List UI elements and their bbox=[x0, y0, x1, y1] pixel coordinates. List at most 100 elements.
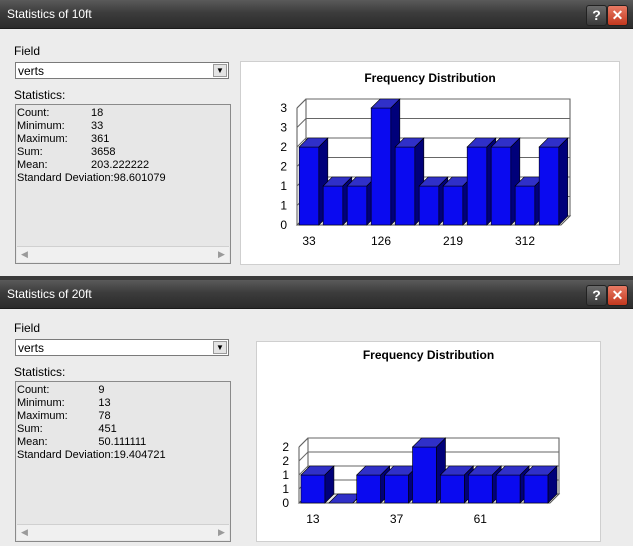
horizontal-scrollbar[interactable]: ◀ ▶ bbox=[17, 246, 229, 262]
statistics-table: Count: 18 Minimum: 33 Maximum: 361 Sum: 3658… bbox=[17, 107, 170, 185]
bar-side bbox=[547, 465, 558, 504]
stat-key-label: Standard Deviation: bbox=[17, 172, 114, 184]
y-tick-label: 2 bbox=[280, 140, 287, 154]
x-tick-label: 13 bbox=[306, 512, 320, 526]
bar bbox=[370, 107, 392, 226]
field-dropdown[interactable]: verts ▼ bbox=[15, 62, 229, 79]
statistics-window-20ft: Statistics of 20ft ? ✕ Field verts ▼ Sta… bbox=[0, 280, 633, 546]
statistics-window-10ft: Statistics of 10ft ? ✕ Field verts ▼ Sta… bbox=[0, 0, 633, 276]
chevron-down-icon[interactable]: ▼ bbox=[213, 341, 227, 354]
stat-value: 50.111111 bbox=[98, 436, 147, 448]
help-button[interactable]: ? bbox=[586, 285, 607, 306]
stat-key: Standard Deviation:19.404721 bbox=[17, 449, 170, 462]
y-tick-label: 1 bbox=[280, 179, 287, 193]
field-label: Field bbox=[14, 44, 41, 58]
bar bbox=[514, 185, 536, 226]
stat-key: Minimum: bbox=[17, 397, 65, 409]
stat-row: Mean: 203.222222 bbox=[17, 159, 170, 172]
window-title: Statistics of 20ft bbox=[7, 287, 92, 301]
stat-key: Mean: bbox=[17, 159, 48, 171]
chart-panel: Frequency Distribution 0 1 1 2 2 13 37 61 bbox=[256, 341, 601, 542]
close-button[interactable]: ✕ bbox=[607, 5, 628, 26]
stat-row: Standard Deviation:19.404721 bbox=[17, 449, 170, 462]
field-label: Field bbox=[14, 321, 41, 335]
chart-panel: Frequency Distribution 0 1 1 2 2 3 3 33 126 219 31… bbox=[240, 61, 620, 265]
statistics-label: Statistics: bbox=[14, 88, 66, 102]
stat-row: Count: 9 bbox=[17, 384, 170, 397]
bar-side bbox=[324, 465, 335, 504]
title-bar[interactable]: Statistics of 10ft ? ✕ bbox=[0, 0, 633, 29]
bar bbox=[495, 474, 521, 504]
bar bbox=[300, 474, 326, 504]
stat-row: Sum: 3658 bbox=[17, 146, 170, 159]
chart-title: Frequency Distribution bbox=[364, 71, 496, 85]
field-dropdown[interactable]: verts ▼ bbox=[15, 339, 229, 356]
stat-key-label: Standard Deviation: bbox=[17, 449, 114, 461]
stat-value: 98.601079 bbox=[113, 172, 166, 184]
scroll-left-icon[interactable]: ◀ bbox=[21, 249, 28, 259]
chevron-down-icon[interactable]: ▼ bbox=[213, 64, 227, 77]
stat-row: Minimum: 13 bbox=[17, 397, 170, 410]
statistics-table: Count: 9 Minimum: 13 Maximum: 78 Sum: 451 Me… bbox=[17, 384, 170, 462]
x-tick-label: 312 bbox=[515, 234, 535, 248]
x-tick-label: 126 bbox=[371, 234, 391, 248]
chart-gridline-side bbox=[296, 118, 307, 128]
stat-value: 451 bbox=[98, 423, 117, 435]
y-tick-label: 2 bbox=[280, 160, 287, 174]
bar bbox=[466, 146, 488, 226]
bar bbox=[356, 474, 382, 504]
bar bbox=[538, 146, 560, 226]
x-tick-label: 37 bbox=[390, 512, 404, 526]
chart-title: Frequency Distribution bbox=[362, 348, 495, 362]
bar bbox=[467, 474, 493, 504]
title-bar[interactable]: Statistics of 20ft ? ✕ bbox=[0, 280, 633, 309]
y-tick-label: 1 bbox=[282, 468, 289, 482]
statistics-textbox[interactable]: Count: 18 Minimum: 33 Maximum: 361 Sum: 3658… bbox=[15, 104, 231, 264]
x-tick-label: 33 bbox=[302, 234, 316, 248]
chart-gridline-side bbox=[296, 98, 307, 109]
stat-row: Count: 18 bbox=[17, 107, 170, 120]
stat-value: 78 bbox=[98, 410, 111, 422]
y-tick-label: 3 bbox=[280, 121, 287, 135]
stat-key: Minimum: bbox=[17, 120, 65, 132]
y-tick-label: 1 bbox=[282, 482, 289, 496]
stat-key: Maximum: bbox=[17, 133, 68, 145]
y-tick-label: 3 bbox=[280, 101, 287, 115]
stat-key: Maximum: bbox=[17, 410, 68, 422]
x-tick-label: 219 bbox=[443, 234, 463, 248]
bar bbox=[490, 146, 512, 226]
scroll-left-icon[interactable]: ◀ bbox=[21, 527, 28, 537]
stat-value: 9 bbox=[98, 384, 105, 396]
y-tick-label: 2 bbox=[282, 454, 289, 468]
scroll-right-icon[interactable]: ▶ bbox=[218, 527, 225, 537]
bar bbox=[394, 146, 416, 226]
close-button[interactable]: ✕ bbox=[607, 285, 628, 306]
bar bbox=[418, 185, 440, 226]
bar bbox=[298, 146, 320, 226]
stat-row: Maximum: 361 bbox=[17, 133, 170, 146]
field-dropdown-value: verts bbox=[18, 64, 45, 78]
field-dropdown-value: verts bbox=[18, 341, 45, 355]
bar bbox=[322, 185, 344, 226]
statistics-textbox[interactable]: Count: 9 Minimum: 13 Maximum: 78 Sum: 451 Me… bbox=[15, 381, 231, 542]
stat-row: Sum: 451 bbox=[17, 423, 170, 436]
stat-value: 3658 bbox=[91, 146, 116, 158]
chart-gridline-side bbox=[296, 137, 307, 148]
bar bbox=[384, 474, 409, 504]
stat-value: 361 bbox=[91, 133, 110, 145]
chart-gridline-side bbox=[298, 451, 309, 462]
help-button[interactable]: ? bbox=[586, 5, 607, 26]
scroll-right-icon[interactable]: ▶ bbox=[218, 249, 225, 259]
horizontal-scrollbar[interactable]: ◀ ▶ bbox=[17, 524, 229, 540]
bar bbox=[442, 185, 464, 226]
stat-key: Mean: bbox=[17, 436, 48, 448]
stat-value: 18 bbox=[91, 107, 104, 119]
statistics-label: Statistics: bbox=[14, 365, 66, 379]
y-tick-label: 1 bbox=[280, 199, 287, 213]
bar bbox=[412, 446, 437, 504]
stat-row: Minimum: 33 bbox=[17, 120, 170, 133]
bar bbox=[346, 185, 368, 226]
bar bbox=[523, 474, 549, 504]
y-tick-label: 0 bbox=[280, 218, 287, 232]
